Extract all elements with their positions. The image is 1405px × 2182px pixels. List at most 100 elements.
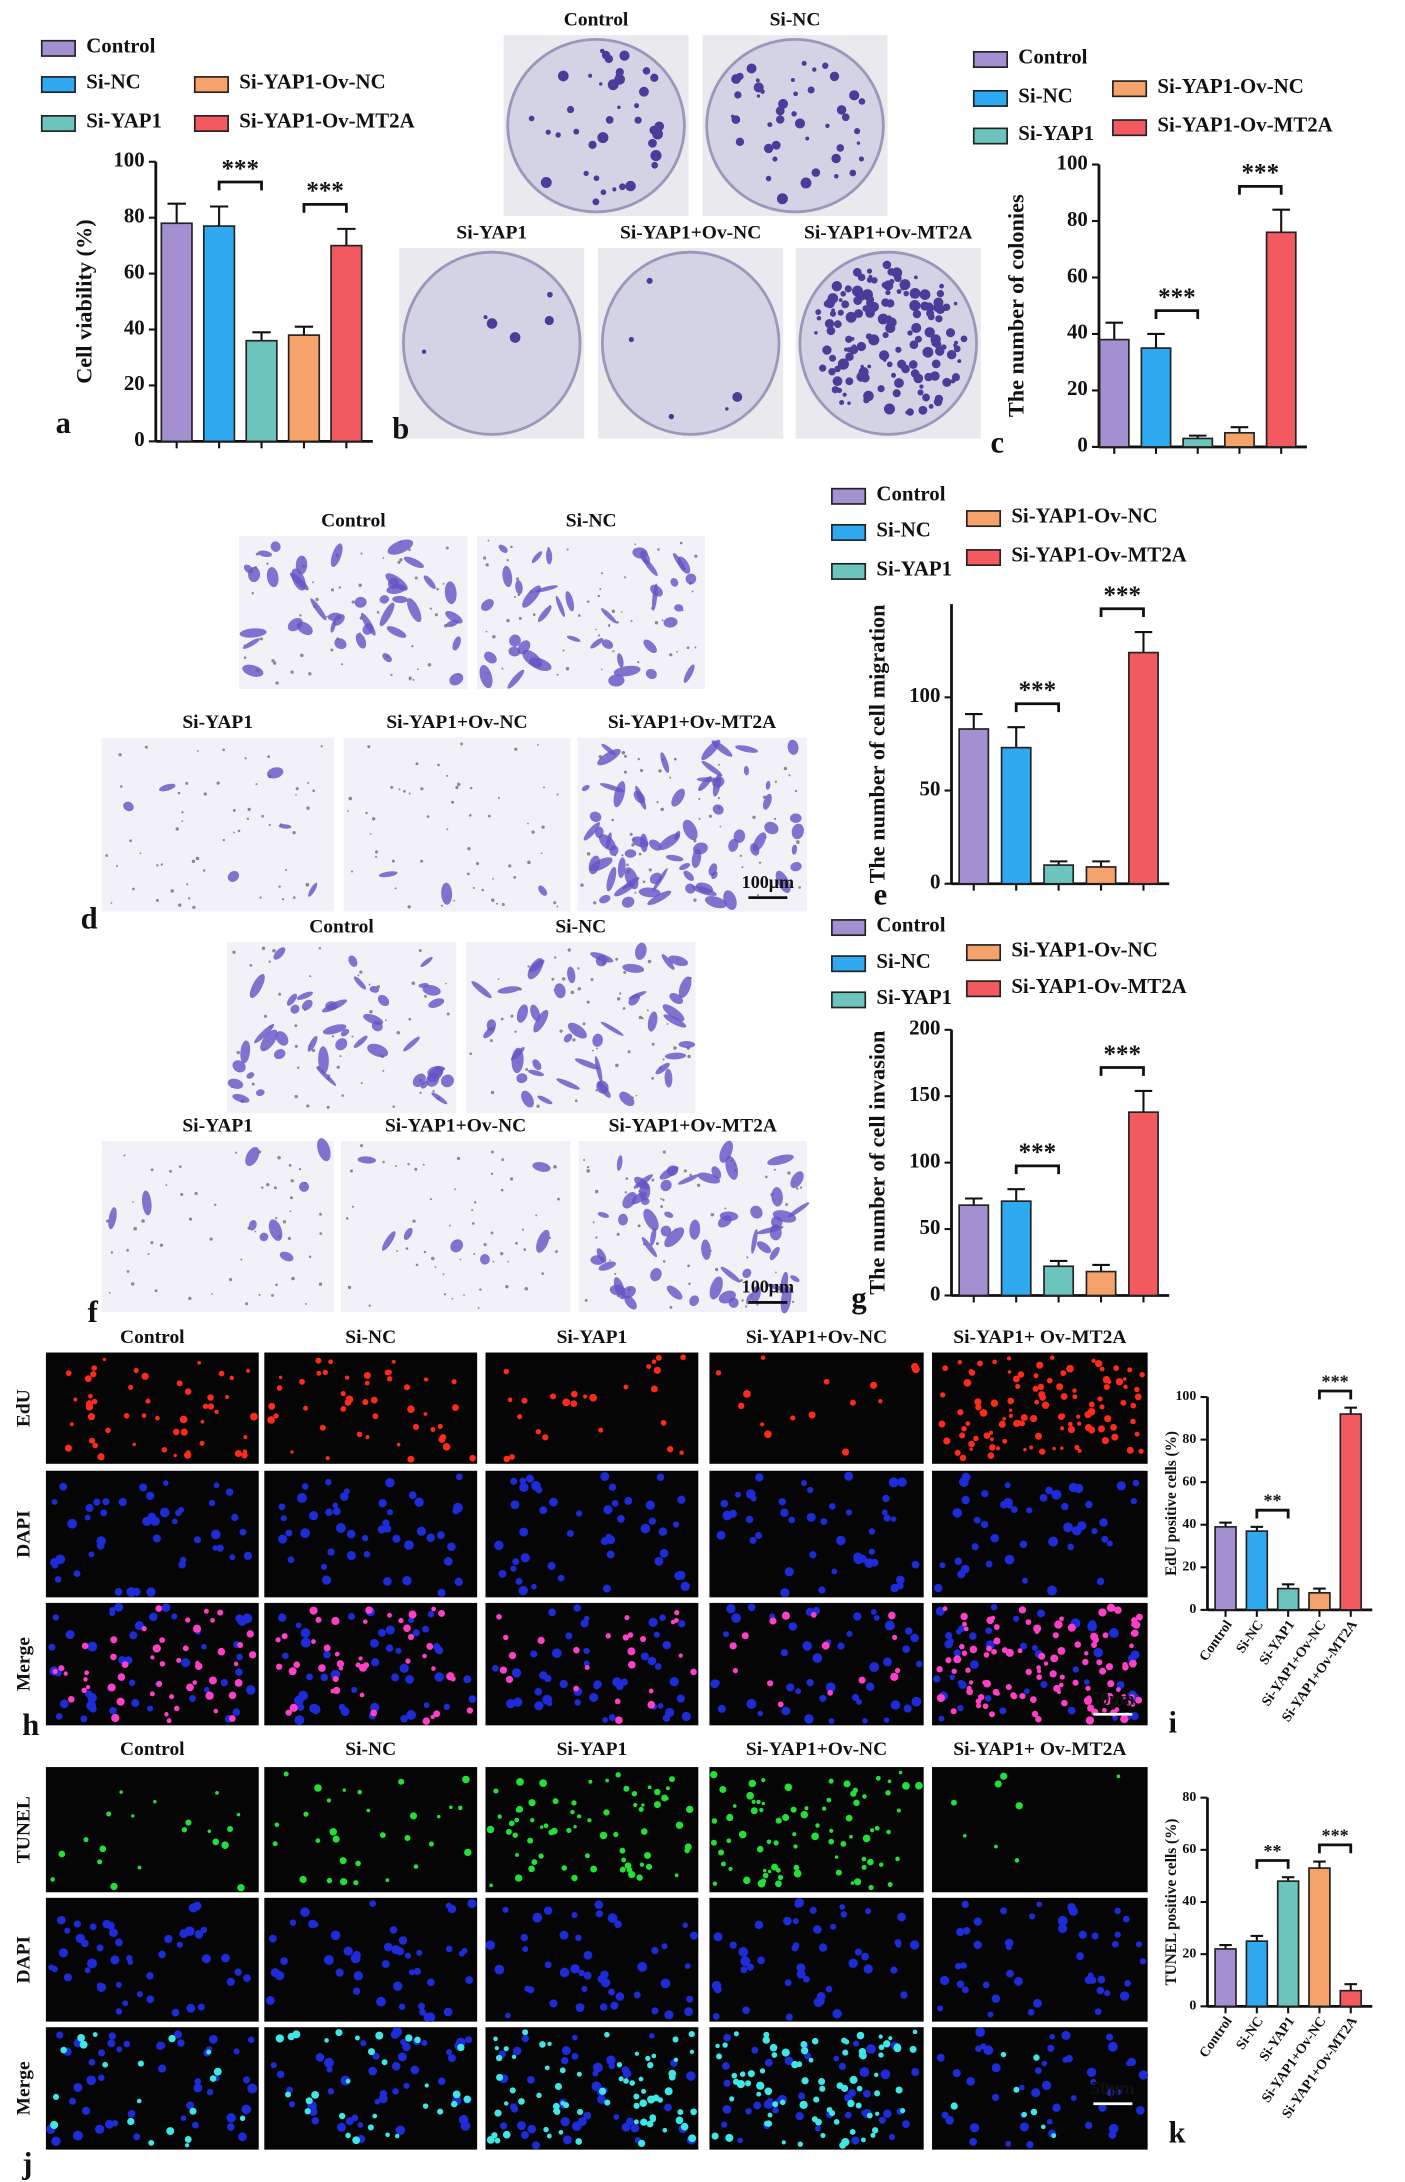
cell-dot [359,970,363,974]
cell-dot [1116,1481,1126,1491]
cell-dot [83,1837,89,1843]
cell-dot [859,2067,870,2078]
cell-dot [381,1960,390,1969]
cell-dot [675,1821,684,1829]
cell-dot [784,1567,794,1577]
cell-dot [396,1442,401,1447]
legend-swatch [831,562,867,580]
stained-cell [609,845,619,856]
cell-dot [557,1574,565,1582]
cell-dot [503,1368,510,1375]
cell-dot [624,1496,633,1505]
cell-dot [981,1490,989,1498]
cell-dot [971,1543,979,1551]
cell-dot [419,1091,422,1094]
stained-cell [522,585,542,608]
cell-dot [176,1380,183,1387]
cell-dot [1130,1497,1137,1505]
colony [807,86,815,94]
cell-dot [306,806,310,810]
cell-dot [442,582,445,585]
colony [731,115,741,124]
stained-cell [597,1081,611,1098]
cell-dot [1068,1906,1078,1916]
cell-dot [1111,1940,1119,1948]
cell-dot [407,1455,415,1463]
cell-dot [181,1658,191,1668]
cell-dot [756,1799,761,1805]
cell-dot [207,1829,212,1833]
cell-dot [890,1585,897,1592]
cell-dot [1010,1506,1018,1514]
colony [905,410,909,415]
cell-dot [651,1042,655,1046]
cell-dot [115,1981,122,1988]
cell-dot [764,2058,773,2067]
cell-dot [965,1421,971,1426]
image-title: Si-YAP1+ Ov-MT2A [953,1739,1126,1760]
cell-dot [303,1405,309,1411]
cell-dot [1130,1702,1136,1707]
cell-dot [1060,1426,1065,1431]
cell-dot [883,1514,891,1522]
significance-label: *** [1103,1041,1141,1068]
cell-dot [474,1201,477,1204]
cell-dot [794,789,798,793]
cell-dot [328,1359,333,1365]
cell-dot [540,1825,544,1829]
cell-dot [127,1959,134,1966]
cell-dot [773,1840,779,1846]
cell-dot [734,1491,741,1498]
cell-dot [1017,1648,1023,1654]
cell-dot [1052,2103,1061,2112]
cell-dot [830,1923,837,1930]
cell-dot [1063,1522,1073,1533]
cell-dot [993,1624,1000,1630]
cell-dot [788,1516,795,1524]
colony [845,311,857,323]
cell-dot [968,1680,974,1685]
cell-dot [299,1875,307,1884]
cell-dot [616,2062,623,2068]
cell-dot [616,1232,620,1236]
cell-dot [315,2053,325,2062]
cell-dot [1008,1413,1014,1418]
cell-dot [85,1684,91,1690]
cell-dot [115,2008,123,2015]
stained-cell [765,780,771,790]
cell-dot [1110,1423,1117,1431]
cell-dot [180,2115,187,2121]
cell-dot [455,1473,463,1481]
cell-dot [458,1805,463,1811]
cell-dot [443,1293,447,1296]
cell-dot [297,1066,300,1069]
cell-dot [364,1380,370,1386]
cell-dot [415,762,419,766]
colony [886,318,892,324]
stained-cell [735,745,759,753]
cell-dot [185,781,189,785]
cell-dot [574,1099,578,1103]
colony [924,302,934,312]
cell-dot [820,1518,828,1526]
colony [877,313,889,325]
cell-dot [67,1518,78,1529]
cell-dot [562,649,565,652]
stained-cell [108,1207,117,1230]
cell-dot [496,902,499,905]
stained-cell [682,819,698,841]
colony [832,376,843,387]
colony [486,318,498,329]
cell-dot [686,1805,694,1814]
cell-dot [391,859,395,863]
cell-dot [630,2123,640,2133]
scale-bar-label: 100μm [742,872,794,892]
cell-dot [755,1473,764,1482]
cell-dot [659,1548,669,1558]
cell-dot [791,2060,799,2069]
cell-dot [666,1446,674,1453]
cell-dot [573,1604,582,1612]
cell-dot [581,1985,588,1993]
cell-dot [127,2117,135,2126]
cell-dot [537,1636,545,1645]
